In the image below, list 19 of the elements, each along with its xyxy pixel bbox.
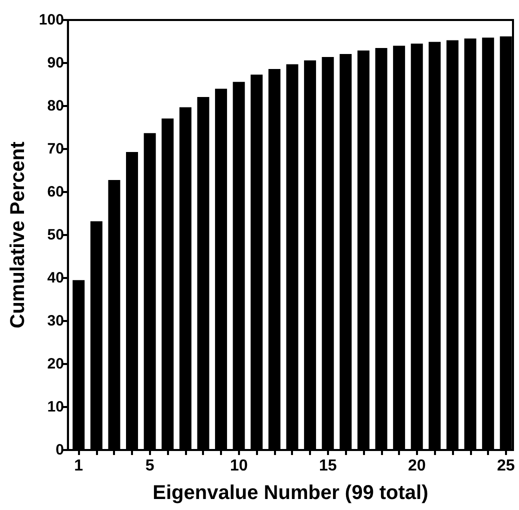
y-axis-title: Cumulative Percent [7, 141, 29, 328]
x-tick-label: 10 [230, 458, 248, 474]
y-tick-label: 30 [47, 312, 64, 330]
y-tick-label: 80 [47, 98, 64, 114]
y-tick-label: 50 [47, 226, 64, 244]
y-tick-label: 20 [47, 356, 64, 372]
y-tick-label: 60 [47, 184, 64, 200]
x-tick-label: 20 [408, 458, 426, 474]
y-tick-label: 0 [56, 442, 64, 458]
x-tick-label: 1 [74, 458, 84, 474]
y-tick-label: 10 [47, 398, 64, 416]
x-tick-label: 25 [496, 458, 515, 474]
x-axis-title: Eigenvalue Number (99 total) [152, 482, 428, 504]
x-tick-label: 5 [145, 458, 154, 474]
x-tick-label: 15 [318, 458, 337, 474]
y-tick-label: 90 [47, 54, 64, 72]
y-tick-label: 40 [47, 270, 64, 286]
y-tick-label: 100 [38, 12, 64, 28]
y-tick-label: 70 [47, 140, 64, 158]
